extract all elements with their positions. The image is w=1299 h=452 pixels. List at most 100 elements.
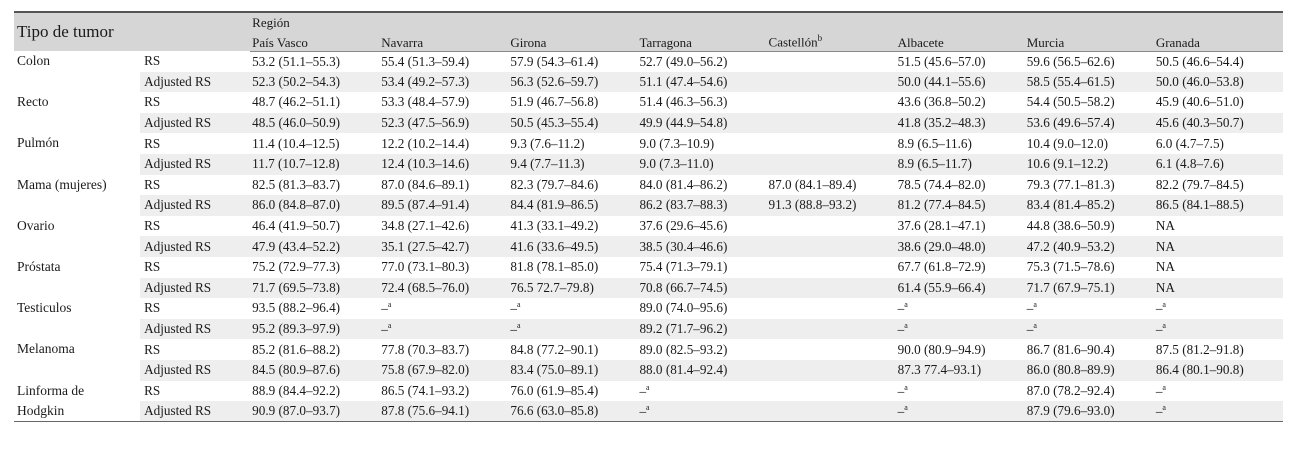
- value-cell: 46.4 (41.9–50.7): [252, 218, 341, 234]
- tumor-type-cell: Ovario: [17, 217, 55, 233]
- tumor-type-cell: [14, 195, 141, 216]
- value-cell: 8.9 (6.5–11.6): [897, 135, 972, 151]
- value-cell: –a: [1026, 300, 1037, 316]
- tumor-type-cell: [14, 236, 141, 257]
- value-cell: [766, 112, 896, 134]
- region-name: Granada: [1155, 34, 1200, 50]
- value-cell: 86.5 (84.1–88.5): [1153, 195, 1283, 216]
- tumor-type-cell: Recto: [17, 94, 49, 110]
- table-row: Adjusted RS 47.9 (43.4–52.2) 35.1 (27.5–42…: [14, 236, 1283, 257]
- value-cell: –a: [381, 300, 392, 316]
- value-cell: 55.4 (51.3–59.4): [381, 53, 470, 69]
- value-cell: [766, 318, 896, 340]
- value-cell: 86.4 (80.1–90.8): [1153, 359, 1283, 381]
- metric-cell: RS: [144, 300, 161, 316]
- value-cell: [767, 216, 896, 237]
- value-cell: 91.3 (88.8–93.2): [766, 195, 896, 216]
- footnote-marker: a: [387, 300, 392, 310]
- tumor-type-header: Tipo de tumor: [14, 11, 141, 51]
- footnote-marker: a: [646, 402, 650, 412]
- tumor-type-cell: [14, 318, 141, 340]
- table-row: Próstata RS 75.2 (72.9–77.3) 77.0 (73.1–80.…: [14, 257, 1283, 278]
- value-cell: 82.5 (81.3–83.7): [252, 176, 341, 192]
- value-cell: [766, 401, 896, 423]
- table-row: Adjusted RS 95.2 (89.3–97.9) –a –a 89.2 (71.…: [14, 318, 1283, 340]
- value-cell: 78.5 (74.4–82.0): [897, 176, 986, 192]
- table-row: Adjusted RS 11.7 (10.7–12.8) 12.4 (10.3–14…: [14, 153, 1283, 175]
- region-name: Albacete: [897, 34, 944, 50]
- value-cell: 86.7 (81.6–90.4): [1026, 341, 1115, 357]
- value-cell: 70.8 (66.7–74.5): [637, 277, 767, 299]
- value-cell: 9.0 (7.3–11.0): [637, 153, 767, 175]
- value-cell: 50.0 (46.0–53.8): [1153, 71, 1283, 93]
- value-cell: 6.0 (4.7–7.5): [1155, 135, 1224, 151]
- tumor-type-cell: Hodgkin: [14, 401, 141, 423]
- tumor-type-cell: [14, 71, 141, 93]
- value-cell: NA: [1153, 236, 1283, 257]
- value-cell: 8.9 (6.5–11.7): [895, 153, 1025, 175]
- value-cell: –a: [897, 300, 908, 316]
- value-cell: 9.0 (7.3–10.9): [639, 135, 715, 151]
- footnote-marker: a: [1162, 402, 1166, 412]
- value-cell: 52.3 (47.5–56.9): [379, 112, 509, 134]
- value-cell: 84.5 (80.9–87.6): [250, 359, 380, 381]
- table-row: Melanoma RS 85.2 (81.6–88.2) 77.8 (70.3–83.…: [14, 339, 1283, 360]
- value-cell: NA: [1155, 218, 1175, 234]
- value-cell: 59.6 (56.5–62.6): [1026, 53, 1115, 69]
- value-cell: 10.4 (9.0–12.0): [1026, 135, 1109, 151]
- tumor-type-cell: Melanoma: [17, 341, 75, 357]
- footnote-marker: a: [904, 402, 908, 412]
- value-cell: 53.3 (48.4–57.9): [381, 94, 470, 110]
- value-cell: 45.6 (40.3–50.7): [1153, 112, 1283, 134]
- value-cell: 11.4 (10.4–12.5): [252, 135, 340, 151]
- table-row: Adjusted RS 84.5 (80.9–87.6) 75.8 (67.9–82…: [14, 359, 1283, 381]
- value-cell: 87.9 (79.6–93.0): [1024, 401, 1154, 423]
- value-cell: [767, 51, 896, 72]
- region-name: País Vasco: [252, 34, 308, 50]
- value-cell: 61.4 (55.9–66.4): [895, 277, 1025, 299]
- value-cell: 87.0 (84.1–89.4): [768, 176, 857, 192]
- metric-cell: RS: [144, 218, 161, 234]
- metric-cell: Adjusted RS: [140, 401, 251, 423]
- value-cell: 12.2 (10.2–14.4): [381, 135, 470, 151]
- value-cell: 71.7 (69.5–73.8): [250, 277, 380, 299]
- value-cell: 84.0 (81.4–86.2): [639, 176, 728, 192]
- table-row: Adjusted RS 71.7 (69.5–73.8) 72.4 (68.5–76…: [14, 277, 1283, 299]
- value-cell: 90.9 (87.0–93.7): [250, 401, 380, 423]
- table-container: Tipo de tumor Región País Vasco Navarra Gi…: [14, 11, 1283, 423]
- region-column-header: Granada: [1153, 31, 1283, 52]
- table-row: Pulmón RS 11.4 (10.4–12.5) 12.2 (10.2–14.4)…: [14, 133, 1283, 154]
- value-cell: 51.1 (47.4–54.6): [637, 71, 767, 93]
- value-cell: 81.2 (77.4–84.5): [895, 195, 1025, 216]
- value-cell: 67.7 (61.8–72.9): [897, 259, 986, 275]
- value-cell: 11.7 (10.7–12.8): [250, 153, 380, 175]
- value-cell: –a: [379, 318, 509, 340]
- value-cell: 37.6 (29.6–45.6): [639, 218, 728, 234]
- value-cell: [766, 153, 896, 175]
- value-cell: [766, 236, 896, 257]
- value-cell: 47.9 (43.4–52.2): [250, 236, 380, 257]
- region-column-header: Albacete: [895, 31, 1025, 52]
- value-cell: 75.2 (72.9–77.3): [252, 259, 341, 275]
- value-cell: 35.1 (27.5–42.7): [379, 236, 509, 257]
- value-cell: 86.2 (83.7–88.3): [637, 195, 767, 216]
- value-cell: NA: [1153, 277, 1283, 299]
- footnote-marker: a: [1033, 320, 1037, 330]
- value-cell: 86.5 (74.1–93.2): [381, 382, 470, 398]
- footnote-marker: b: [817, 33, 823, 44]
- value-cell: 76.5 72.7–79.8): [508, 277, 638, 299]
- table-row: Recto RS 48.7 (46.2–51.1) 53.3 (48.4–57.9) 5…: [14, 92, 1283, 113]
- value-cell: 88.9 (84.4–92.2): [252, 382, 341, 398]
- value-cell: 12.4 (10.3–14.6): [379, 153, 509, 175]
- value-cell: –a: [895, 318, 1025, 340]
- footnote-marker: a: [904, 382, 908, 392]
- value-cell: 58.5 (55.4–61.5): [1024, 71, 1154, 93]
- footnote-marker: a: [904, 300, 908, 310]
- metric-cell: Adjusted RS: [140, 318, 251, 340]
- value-cell: 50.5 (46.6–54.4): [1155, 53, 1244, 69]
- value-cell: 6.1 (4.8–7.6): [1153, 153, 1283, 175]
- value-cell: [767, 92, 896, 113]
- region-column-header: País Vasco: [250, 31, 380, 52]
- value-cell: 89.0 (82.5–93.2): [639, 341, 728, 357]
- value-cell: 77.8 (70.3–83.7): [381, 341, 470, 357]
